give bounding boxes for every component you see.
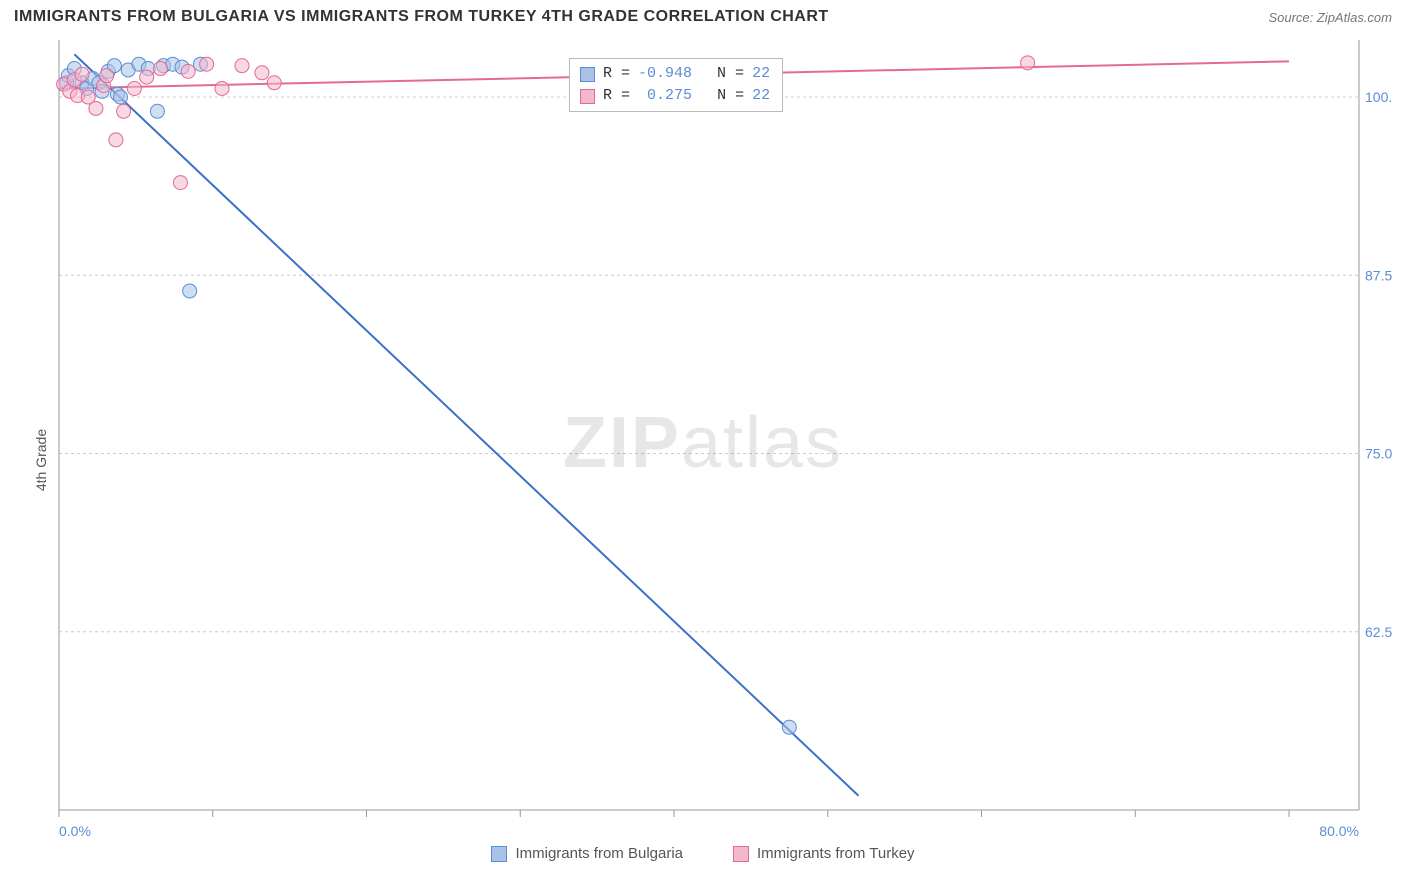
svg-text:80.0%: 80.0% (1319, 823, 1359, 839)
legend-swatch-bulgaria (491, 846, 507, 862)
n-label: N = (717, 63, 744, 85)
swatch-turkey (580, 89, 595, 104)
stats-legend: R = -0.948 N = 22 R = 0.275 N = 22 (569, 58, 783, 112)
series-legend: Immigrants from Bulgaria Immigrants from… (14, 845, 1392, 862)
svg-text:100.0%: 100.0% (1365, 89, 1392, 105)
legend-label-turkey: Immigrants from Turkey (757, 845, 915, 862)
correlation-chart: 62.5% 75.0% 87.5% 100.0% 0.0% 80.0% (14, 40, 1392, 846)
svg-text:0.0%: 0.0% (59, 823, 91, 839)
chart-header: IMMIGRANTS FROM BULGARIA VS IMMIGRANTS F… (0, 0, 1406, 34)
legend-swatch-turkey (733, 846, 749, 862)
n-value-turkey: 22 (752, 85, 770, 107)
n-label: N = (717, 85, 744, 107)
legend-item-turkey: Immigrants from Turkey (733, 845, 915, 862)
r-label: R = (603, 63, 630, 85)
r-label: R = (603, 85, 630, 107)
swatch-bulgaria (580, 67, 595, 82)
source-name: ZipAtlas.com (1317, 10, 1392, 25)
chart-source: Source: ZipAtlas.com (1268, 10, 1392, 25)
r-value-bulgaria: -0.948 (638, 63, 692, 85)
svg-text:87.5%: 87.5% (1365, 267, 1392, 283)
plot-container: 4th Grade 62.5% 75.0% 87.5% 100.0% 0.0% 80.0%… (14, 40, 1392, 880)
n-value-bulgaria: 22 (752, 63, 770, 85)
r-value-turkey: 0.275 (638, 85, 692, 107)
source-prefix: Source: (1268, 10, 1316, 25)
stats-row-turkey: R = 0.275 N = 22 (580, 85, 770, 107)
svg-text:75.0%: 75.0% (1365, 446, 1392, 462)
legend-item-bulgaria: Immigrants from Bulgaria (491, 845, 683, 862)
chart-title: IMMIGRANTS FROM BULGARIA VS IMMIGRANTS F… (14, 8, 829, 26)
legend-label-bulgaria: Immigrants from Bulgaria (515, 845, 683, 862)
svg-text:62.5%: 62.5% (1365, 624, 1392, 640)
stats-row-bulgaria: R = -0.948 N = 22 (580, 63, 770, 85)
y-axis-label: 4th Grade (33, 429, 49, 491)
